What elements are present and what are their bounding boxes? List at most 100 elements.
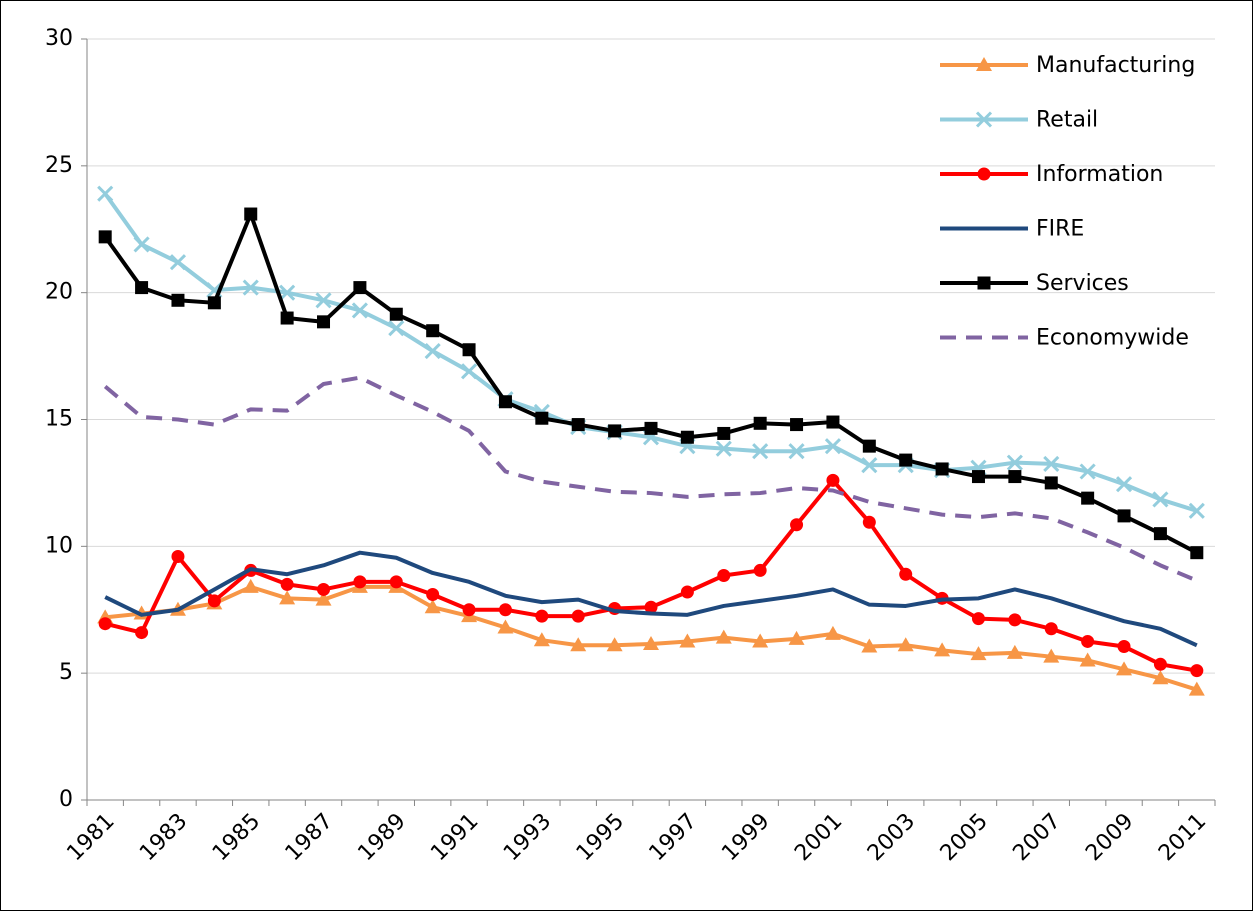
legend-item: FIRE xyxy=(940,217,1084,242)
data-point xyxy=(244,207,258,221)
data-point xyxy=(169,254,187,271)
data-point xyxy=(1081,491,1095,505)
data-point xyxy=(1153,657,1167,671)
x-tick-label: 1987 xyxy=(281,809,338,866)
data-point xyxy=(315,591,332,606)
data-point xyxy=(824,438,841,455)
y-tick-label: 0 xyxy=(59,787,73,812)
data-point xyxy=(788,443,805,460)
data-point xyxy=(753,416,767,430)
y-tick-label: 15 xyxy=(45,407,73,432)
y-tick-label: 10 xyxy=(45,533,73,558)
legend-label: FIRE xyxy=(1036,217,1084,242)
y-tick-label: 25 xyxy=(45,153,73,178)
legend-label: Retail xyxy=(1036,108,1098,133)
data-point xyxy=(1044,476,1058,490)
data-point xyxy=(1043,455,1060,472)
data-point xyxy=(715,440,732,457)
data-point xyxy=(353,575,367,589)
data-point xyxy=(1188,681,1205,696)
data-point xyxy=(1115,476,1133,493)
data-point xyxy=(643,635,659,650)
x-tick-label: 1981 xyxy=(62,809,119,866)
data-point xyxy=(788,630,805,645)
data-point xyxy=(824,625,841,640)
x-tick-label: 2007 xyxy=(1008,809,1065,866)
data-point xyxy=(1043,648,1060,663)
legend-label: Information xyxy=(1036,162,1163,187)
series-line xyxy=(104,550,1198,648)
legend-marker xyxy=(977,276,991,290)
data-point xyxy=(680,585,694,599)
data-point xyxy=(571,418,585,432)
data-point xyxy=(790,418,804,432)
data-point xyxy=(1153,527,1167,541)
data-point xyxy=(1152,670,1169,685)
data-point xyxy=(207,594,221,608)
data-point xyxy=(861,638,878,653)
data-point xyxy=(242,279,259,296)
data-point xyxy=(1190,546,1204,560)
data-point xyxy=(861,457,878,474)
data-point xyxy=(535,411,549,425)
data-point xyxy=(424,599,441,614)
data-point xyxy=(752,443,769,460)
data-point xyxy=(971,612,985,626)
data-point xyxy=(1117,640,1131,654)
data-point xyxy=(135,281,149,295)
data-point xyxy=(715,629,732,644)
data-point xyxy=(826,415,840,429)
data-point xyxy=(353,281,367,295)
series xyxy=(98,207,1204,560)
data-point xyxy=(389,307,403,321)
series xyxy=(104,550,1198,648)
data-point xyxy=(462,343,476,357)
y-tick-label: 20 xyxy=(45,280,73,305)
series xyxy=(97,578,1205,696)
x-tick-label: 2001 xyxy=(790,809,847,866)
data-point xyxy=(497,619,514,634)
data-point xyxy=(279,284,296,301)
data-point xyxy=(862,515,876,529)
data-point xyxy=(1152,491,1169,508)
legend-marker xyxy=(976,57,992,71)
data-point xyxy=(388,320,405,337)
data-point xyxy=(717,569,731,583)
data-point xyxy=(461,363,478,380)
data-point xyxy=(426,588,440,602)
data-point xyxy=(571,609,585,623)
data-point xyxy=(570,637,587,652)
series xyxy=(98,473,1204,678)
legend-marker xyxy=(975,111,993,128)
data-point xyxy=(1117,509,1131,523)
data-point xyxy=(608,424,622,438)
data-point xyxy=(606,637,623,652)
x-tick-label: 1983 xyxy=(135,809,192,866)
legend-item: Services xyxy=(940,271,1129,296)
data-point xyxy=(1044,622,1058,636)
x-tick-label: 2005 xyxy=(936,809,993,866)
data-point xyxy=(897,637,914,652)
data-point xyxy=(317,582,331,596)
data-point xyxy=(424,342,441,360)
x-tick-label: 1995 xyxy=(572,809,629,866)
data-point xyxy=(426,324,440,338)
data-point xyxy=(899,567,913,581)
x-tick-label: 1989 xyxy=(353,809,410,866)
data-point xyxy=(1008,613,1022,627)
data-point xyxy=(1190,664,1204,678)
data-point xyxy=(98,617,112,631)
data-point xyxy=(389,575,403,589)
legend-item: Information xyxy=(940,162,1163,187)
data-point xyxy=(934,642,951,657)
data-point xyxy=(1079,463,1096,480)
series-line xyxy=(103,192,1198,513)
data-point xyxy=(644,600,658,614)
x-tick-label: 1993 xyxy=(499,809,556,866)
data-point xyxy=(98,230,112,244)
data-point xyxy=(280,311,294,325)
data-point xyxy=(1006,454,1023,471)
data-point xyxy=(279,590,296,605)
y-tick-label: 5 xyxy=(59,660,73,685)
data-point xyxy=(753,563,767,577)
